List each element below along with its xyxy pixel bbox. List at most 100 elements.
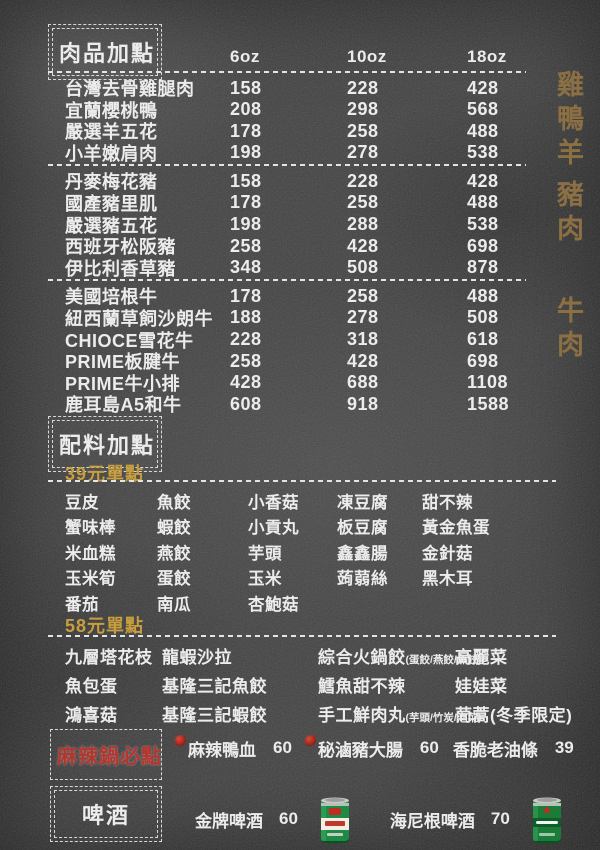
meat-row: 宜蘭櫻桃鴨 208 298 568: [65, 97, 528, 121]
meat-price: 288: [347, 214, 379, 235]
tier58-item: 基隆三記蝦餃: [162, 701, 318, 726]
tier58-item: 基隆三記魚餃: [162, 672, 318, 697]
spicy-item-name: 香脆老油條: [452, 740, 538, 760]
tier58-item-name: 基隆三記魚餃: [162, 677, 267, 696]
meat-price: 428: [230, 372, 262, 393]
spicy-section-title-box: 麻辣鍋必點: [50, 729, 162, 780]
meat-name: 美國培根牛: [65, 287, 158, 308]
meat-price: 698: [467, 235, 499, 256]
tier58-item-note: (芋頭/竹炭/泡菜): [405, 712, 482, 724]
beer-item-price: 60: [279, 809, 298, 828]
meat-price: 228: [230, 329, 262, 350]
chili-icon: [175, 734, 186, 746]
tier39-item: 小香菇: [248, 494, 299, 512]
meat-price: 258: [347, 192, 379, 213]
meat-price: 428: [347, 235, 379, 256]
tier58-item: 鱈魚甜不辣: [318, 672, 455, 697]
beer-section-title-box: 啤酒: [50, 786, 162, 842]
column-header-6oz: 6oz: [230, 47, 260, 66]
meat-price: 608: [230, 393, 262, 414]
meat-name: 紐西蘭草飼沙朗牛: [65, 308, 213, 329]
meat-price: 278: [347, 142, 379, 163]
beer-item: 金牌啤酒 60: [195, 794, 352, 844]
meat-name: 丹麥梅花豬: [65, 172, 158, 193]
meat-row: 嚴選羊五花 178 258 488: [65, 118, 528, 143]
tier58-item-name: 鴻喜菇: [65, 706, 118, 725]
tier39-item: 黃金魚蛋: [422, 519, 490, 538]
spicy-item: 麻辣鴨血 60: [175, 734, 292, 761]
meat-price: 428: [467, 77, 499, 98]
meat-price: 918: [347, 393, 379, 414]
meat-name: 宜蘭櫻桃鴨: [65, 100, 158, 121]
column-header-18oz: 18oz: [467, 47, 507, 66]
meat-name: 嚴選豬五花: [65, 215, 158, 236]
meat-name: 伊比利香草豬: [65, 258, 176, 279]
tier58-item-name: 綜合火鍋餃: [318, 648, 406, 667]
beer-item-price: 70: [490, 809, 510, 828]
meat-price: 538: [467, 142, 499, 163]
tier39-item: 黑木耳: [422, 570, 473, 589]
tier58-item-name: 茼蒿(冬季限定): [455, 706, 573, 725]
meat-price: 178: [230, 285, 262, 306]
tier58-item-name: 魚包蛋: [65, 677, 118, 696]
meat-row: 伊比利香草豬 348 508 878: [65, 255, 528, 279]
tier39-items-grid: 豆皮 魚餃 小香菇 凍豆腐 甜不辣 蟹味棒 蝦餃 小貢丸 板豆腐 黃金魚蛋 米血糕 燕餃 芋頭 鑫鑫腸 金針…: [65, 489, 557, 616]
spicy-item: 香脆老油條 39: [453, 736, 574, 761]
tier58-item-name: 鱈魚甜不辣: [318, 677, 406, 696]
meat-price: 258: [230, 350, 262, 371]
tier58-divider: [48, 635, 556, 637]
meat-row: PRIME板腱牛 258 428 698: [65, 348, 528, 373]
tier58-item-note: (蛋餃/燕餃/魚餃): [405, 654, 482, 666]
tier58-label: 58元單點: [65, 616, 145, 636]
meat-price: 618: [467, 329, 499, 350]
tier39-divider: [48, 480, 556, 482]
side-label-beef: 牛肉: [553, 296, 583, 364]
tier58-item: 龍蝦沙拉: [162, 643, 318, 668]
meat-price: 178: [230, 120, 262, 141]
meat-section-title: 肉品加點: [52, 28, 158, 76]
tier58-item: 高麗菜: [455, 643, 572, 668]
tier39-item: 蟹味棒: [65, 519, 116, 538]
meat-price: 258: [230, 235, 262, 256]
meat-name: 西班牙松阪豬: [65, 237, 176, 258]
meat-price: 508: [467, 307, 499, 328]
beer-item-name: 金牌啤酒: [195, 811, 263, 831]
empty-cell: [422, 591, 557, 616]
meat-row: 鹿耳島A5和牛 608 918 1588: [65, 391, 528, 416]
beer-items-row: 金牌啤酒 60 海尼根啤酒 70: [195, 792, 564, 846]
tier39-item: 蒟蒻絲: [337, 570, 388, 589]
meat-row: CHIOCE雪花牛 228 318 618: [65, 327, 528, 351]
meat-price: 488: [467, 285, 499, 306]
side-label-poultry-lamb: 雞鴨羊: [553, 70, 583, 172]
meat-price: 428: [347, 350, 379, 371]
tier39-item: 米血糕: [65, 544, 116, 563]
meat-table-header: 6oz 10oz 18oz: [65, 46, 528, 68]
tier39-item: 豆皮: [65, 494, 99, 512]
meat-price: 688: [347, 372, 379, 393]
tier39-item: 杏鮑菇: [248, 595, 299, 614]
meat-name: PRIME板腱牛: [65, 352, 181, 373]
column-header-10oz: 10oz: [347, 47, 387, 66]
tier58-item: 鴻喜菇: [65, 701, 162, 726]
tier39-label: 39元單點: [65, 464, 145, 484]
tier58-item-name: 娃娃菜: [455, 677, 508, 696]
meat-price: 318: [347, 329, 379, 350]
tier58-item-name: 基隆三記蝦餃: [162, 706, 267, 725]
spicy-section-title: 麻辣鍋必點: [57, 746, 162, 768]
meat-price: 228: [347, 170, 379, 191]
meat-row: 嚴選豬五花 198 288 538: [65, 212, 528, 236]
meat-table-body: 台灣去骨雞腿肉 158 228 428 宜蘭櫻桃鴨 208 298 568 嚴選羊五花 178 25…: [48, 75, 528, 416]
meat-price: 158: [230, 77, 262, 98]
tier58-item: 九層塔花枝: [65, 643, 162, 668]
tier58-item-name: 九層塔花枝: [65, 648, 153, 667]
meat-price: 568: [467, 99, 499, 120]
tier39-item: 鑫鑫腸: [337, 544, 388, 563]
meat-price: 488: [467, 192, 499, 213]
meat-row: 丹麥梅花豬 158 228 428: [65, 168, 528, 193]
sides-section-title-box: 配料加點: [48, 416, 162, 472]
meat-price: 258: [347, 285, 379, 306]
tier58-item: 魚包蛋: [65, 672, 162, 697]
tier58-item: 手工鮮肉丸(芋頭/竹炭/泡菜): [318, 701, 481, 726]
spicy-item-price: 39: [554, 738, 574, 757]
meat-price: 198: [230, 142, 262, 163]
